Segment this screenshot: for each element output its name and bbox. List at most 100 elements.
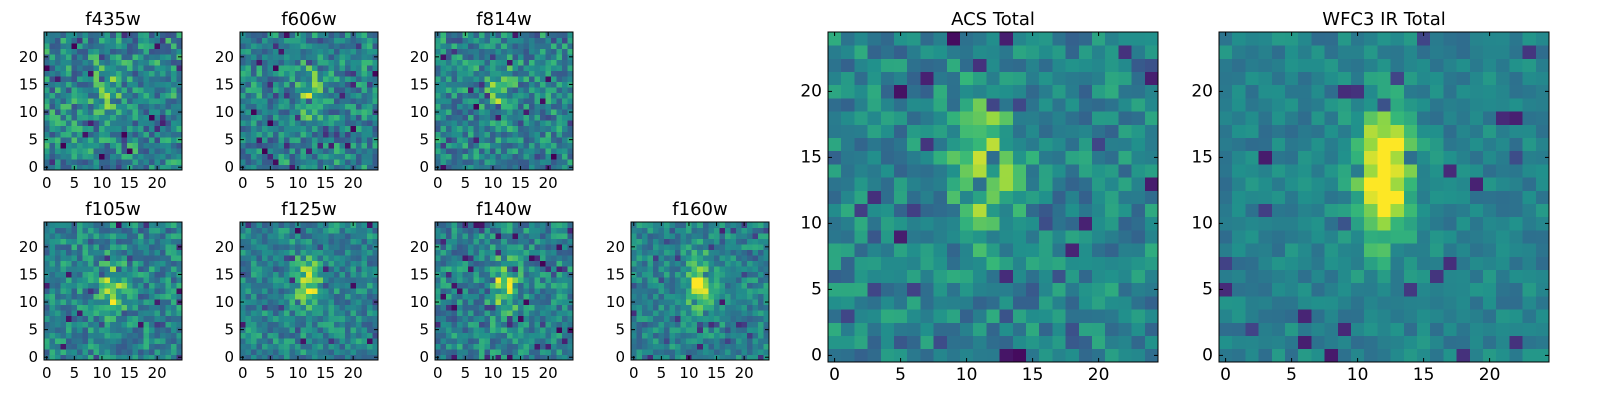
- heatmap-cell: [501, 76, 508, 83]
- heatmap-cell: [501, 32, 508, 38]
- heatmap-cell: [550, 43, 557, 49]
- heatmap-cell: [730, 249, 737, 256]
- x-tick-label: 10: [92, 174, 111, 192]
- heatmap-cell: [724, 293, 731, 300]
- heatmap-cell: [170, 70, 177, 77]
- heatmap-cell: [99, 315, 106, 322]
- heatmap-cell: [506, 98, 513, 105]
- heatmap-cell: [278, 76, 285, 83]
- heatmap-cell: [88, 147, 95, 154]
- heatmap-cell: [691, 343, 698, 350]
- heatmap-cell: [1118, 309, 1132, 323]
- heatmap-cell: [468, 120, 475, 127]
- heatmap-cell: [251, 43, 257, 49]
- heatmap-cell: [132, 255, 139, 262]
- heatmap-cell: [99, 59, 106, 66]
- heatmap-cell: [366, 147, 373, 154]
- heatmap-cell: [82, 125, 89, 132]
- heatmap-cell: [664, 266, 671, 273]
- heatmap-cell: [55, 304, 61, 311]
- heatmap-cell: [462, 271, 469, 278]
- heatmap-cell: [686, 326, 693, 333]
- heatmap-cell: [339, 326, 346, 333]
- heatmap-cell: [306, 120, 313, 127]
- heatmap-cell: [539, 249, 546, 256]
- heatmap-cell: [99, 238, 106, 245]
- heatmap-cell: [658, 293, 665, 300]
- heatmap-cell: [110, 87, 117, 94]
- heatmap-cell: [300, 315, 307, 322]
- heatmap-cell: [484, 70, 491, 77]
- heatmap-cell: [77, 282, 84, 289]
- heatmap-cell: [440, 332, 447, 339]
- heatmap-cell: [82, 164, 89, 171]
- heatmap-cell: [675, 266, 682, 273]
- heatmap-cell: [60, 227, 67, 234]
- heatmap-cell: [66, 315, 72, 322]
- heatmap-cell: [93, 120, 100, 127]
- heatmap-cell: [708, 288, 715, 295]
- heatmap-cell: [132, 222, 139, 228]
- heatmap-cell: [462, 282, 469, 289]
- heatmap-cell: [735, 343, 742, 350]
- heatmap-cell: [545, 260, 552, 267]
- heatmap-cell: [446, 354, 452, 361]
- heatmap-cell: [867, 203, 882, 218]
- heatmap-cell: [757, 260, 764, 267]
- heatmap-cell: [262, 125, 268, 132]
- heatmap-cell: [55, 255, 61, 262]
- heatmap-cell: [724, 227, 731, 234]
- heatmap-cell: [170, 76, 177, 83]
- heatmap-cell: [1092, 348, 1106, 363]
- heatmap-cell: [339, 310, 346, 317]
- heatmap-cell: [245, 153, 252, 160]
- heatmap-cell: [920, 177, 934, 191]
- heatmap-cell: [165, 87, 172, 94]
- heatmap-cell: [333, 142, 340, 149]
- heatmap-cell: [143, 164, 150, 171]
- heatmap-cell: [132, 337, 139, 344]
- heatmap-cell: [1012, 203, 1027, 218]
- y-tick-label: 20: [215, 48, 234, 66]
- heatmap-cell: [251, 260, 257, 267]
- heatmap-cell: [262, 87, 268, 94]
- heatmap-cell: [55, 87, 61, 94]
- heatmap-cell: [317, 255, 324, 262]
- heatmap-cell: [490, 348, 497, 355]
- heatmap-cell: [451, 48, 458, 55]
- heatmap-cell: [757, 310, 764, 317]
- heatmap-cell: [339, 98, 346, 105]
- heatmap-cell: [946, 322, 961, 336]
- heatmap-cell: [523, 87, 530, 94]
- heatmap-cell: [311, 348, 318, 355]
- heatmap-cell: [60, 310, 67, 317]
- heatmap-cell: [322, 233, 329, 239]
- heatmap-cell: [501, 59, 508, 66]
- heatmap-cell: [366, 332, 373, 339]
- heatmap-cell: [550, 158, 557, 165]
- heatmap-cell: [110, 260, 117, 267]
- heatmap-cell: [143, 142, 150, 149]
- heatmap-cell: [344, 136, 351, 143]
- heatmap-cell: [170, 238, 177, 245]
- heatmap-cell: [317, 43, 324, 49]
- heatmap-cell: [490, 59, 497, 66]
- heatmap-cell: [344, 120, 351, 127]
- heatmap-cell: [372, 37, 379, 44]
- heatmap-cell: [317, 348, 324, 355]
- heatmap-cell: [933, 190, 948, 204]
- heatmap-cell: [110, 255, 117, 262]
- heatmap-cell: [556, 244, 563, 250]
- heatmap-cell: [322, 59, 329, 66]
- heatmap-cell: [256, 326, 263, 333]
- heatmap-cell: [440, 315, 447, 322]
- panel-title: f105w: [85, 199, 140, 220]
- heatmap-cell: [289, 43, 296, 49]
- heatmap-cell: [88, 158, 95, 165]
- heatmap-cell: [523, 114, 530, 121]
- heatmap-cell: [719, 293, 726, 300]
- heatmap-cell: [561, 343, 568, 350]
- heatmap-cell: [355, 114, 362, 121]
- heatmap-cell: [284, 65, 291, 72]
- heatmap-cell: [115, 343, 122, 350]
